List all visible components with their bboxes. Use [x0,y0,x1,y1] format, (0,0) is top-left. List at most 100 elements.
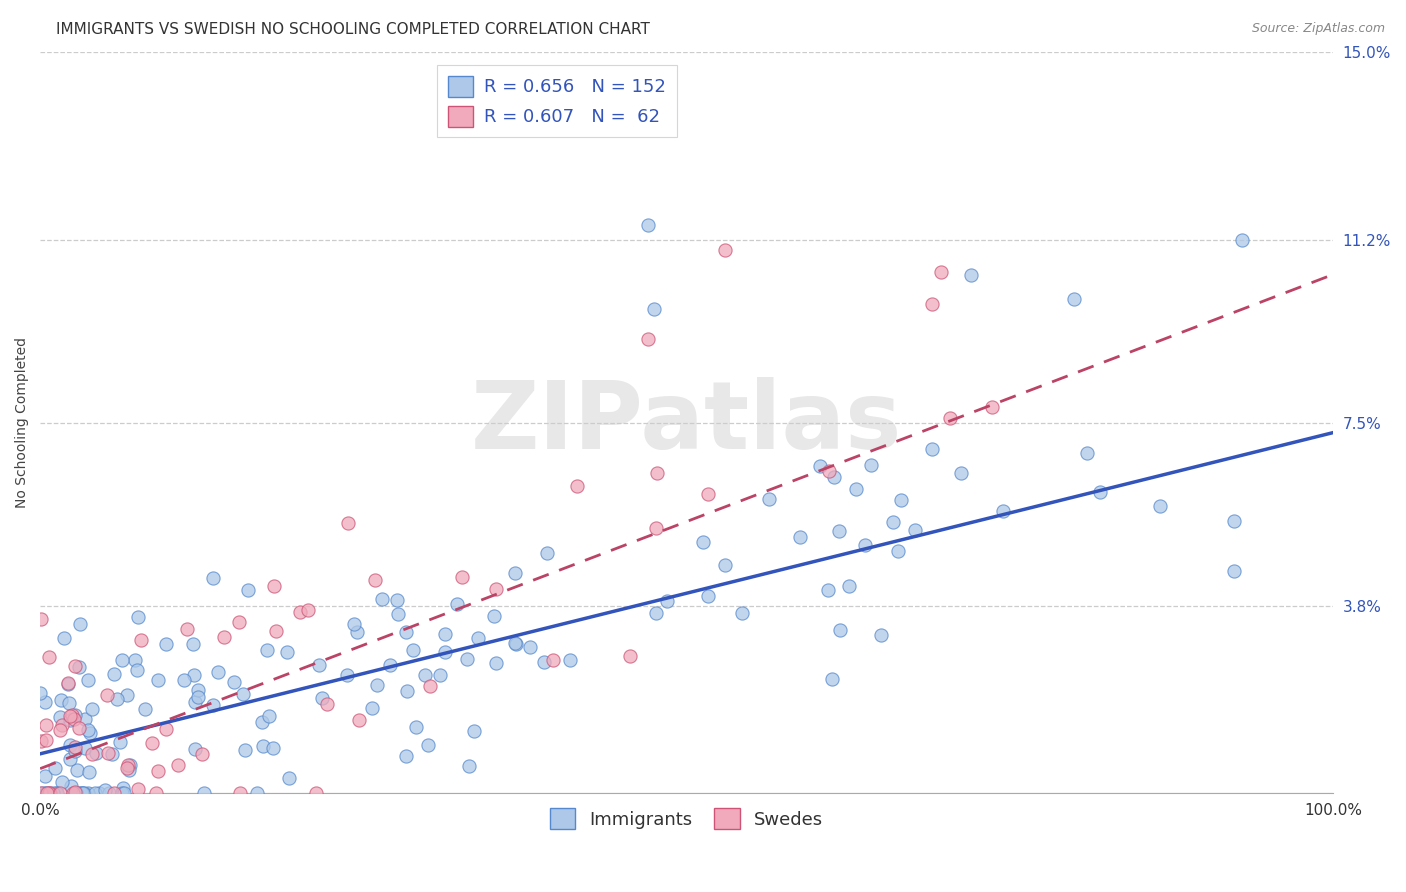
Point [808,459,831,474]
Point [904,523,927,537]
Point [117,688,139,702]
Point [817,464,839,478]
Point [51,774,73,789]
Point [758,492,780,507]
Point [155,637,177,651]
Point [981,401,1004,415]
Point [637,218,659,232]
Point [921,296,943,310]
Point [828,524,851,538]
Point [98,786,121,800]
Point [65,786,87,800]
Point [166,758,188,772]
Point [118,763,141,777]
Point [233,743,256,757]
Point [336,516,359,531]
Point [316,697,339,711]
Point [51,717,73,731]
Point [789,530,811,544]
Point [63,712,86,726]
Point [214,631,236,645]
Point [59,713,82,727]
Point [53,631,76,645]
Point [73,713,96,727]
Point [567,479,589,493]
Point [433,627,456,641]
Point [519,640,541,654]
Point [921,442,943,457]
Point [58,696,80,710]
Point [35,786,58,800]
Point [503,566,526,581]
Point [96,688,118,702]
Point [112,780,135,795]
Point [79,726,101,740]
Point [44,761,66,775]
Point [714,243,737,257]
Point [346,625,368,640]
Point [451,570,474,584]
Point [505,635,527,649]
Point [277,772,299,786]
Point [191,747,214,761]
Point [256,643,278,657]
Point [63,744,86,758]
Point [145,786,167,800]
Point [80,747,103,761]
Point [34,695,56,709]
Point [817,583,839,598]
Point [77,765,100,780]
Point [127,610,149,624]
Point [73,740,96,755]
Point [38,650,60,665]
Point [69,617,91,632]
Point [1222,514,1244,528]
Point [645,521,668,535]
Point [882,515,904,529]
Point [229,786,252,800]
Point [402,642,425,657]
Point [536,546,558,560]
Point [77,723,100,737]
Point [97,746,120,760]
Point [35,718,58,732]
Point [228,615,250,630]
Point [305,786,328,800]
Point [35,786,58,800]
Point [34,786,56,800]
Point [484,608,506,623]
Point [950,466,973,480]
Point [181,637,204,651]
Point [238,583,260,598]
Point [887,544,910,558]
Point [30,734,52,748]
Point [429,668,451,682]
Legend: Immigrants, Swedes: Immigrants, Swedes [543,801,831,836]
Point [146,764,169,778]
Point [395,748,418,763]
Point [505,637,527,651]
Point [619,649,641,664]
Point [62,786,84,800]
Point [127,782,149,797]
Point [183,667,205,681]
Point [34,769,56,783]
Point [117,761,139,775]
Point [42,786,65,800]
Point [1063,292,1085,306]
Point [30,685,52,699]
Point [45,786,67,800]
Point [413,668,436,682]
Point [58,677,80,691]
Point [38,786,60,800]
Point [72,786,94,800]
Point [960,268,983,282]
Point [49,723,72,737]
Point [246,786,269,800]
Point [103,666,125,681]
Point [643,302,665,317]
Point [84,746,107,760]
Point [70,786,93,800]
Point [308,658,330,673]
Point [187,690,209,705]
